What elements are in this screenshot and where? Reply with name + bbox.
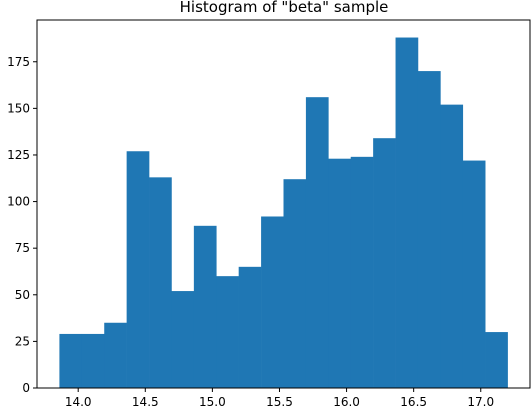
y-axis: 0 25 50 75 100 125 150 175 <box>7 55 37 395</box>
histogram-bar-14 <box>373 138 396 388</box>
y-tick-label-2: 50 <box>15 288 30 302</box>
x-axis: 14.0 14.5 15.0 15.5 16.0 16.5 17.0 <box>65 388 494 409</box>
y-tick-label-1: 25 <box>15 334 30 348</box>
histogram-bar-10 <box>284 179 307 388</box>
chart-title: Histogram of "beta" sample <box>180 0 389 16</box>
histogram-bar-16 <box>418 71 441 388</box>
histogram-bar-17 <box>440 105 463 388</box>
y-tick-label-3: 75 <box>15 241 30 255</box>
x-tick-label-6: 17.0 <box>467 395 494 409</box>
histogram-bar-3 <box>127 151 150 388</box>
y-tick-label-6: 150 <box>7 101 30 115</box>
histogram-bar-6 <box>194 226 217 388</box>
histogram-bar-1 <box>82 334 105 388</box>
histogram-bar-13 <box>351 157 374 388</box>
histogram-bar-15 <box>396 38 419 388</box>
histogram-bar-2 <box>104 323 127 388</box>
histogram-bar-4 <box>149 177 172 388</box>
histogram-bar-5 <box>171 291 194 388</box>
x-tick-label-2: 15.0 <box>199 395 226 409</box>
x-tick-label-3: 15.5 <box>266 395 293 409</box>
histogram-bar-0 <box>59 334 82 388</box>
y-tick-label-4: 100 <box>7 195 30 209</box>
histogram-bar-19 <box>485 332 508 388</box>
histogram-bar-11 <box>306 97 329 388</box>
histogram-bar-18 <box>463 161 486 388</box>
histogram-bar-9 <box>261 216 284 388</box>
y-tick-label-7: 175 <box>7 55 30 69</box>
y-tick-label-0: 0 <box>22 381 30 395</box>
y-tick-label-5: 125 <box>7 148 30 162</box>
x-tick-label-5: 16.5 <box>400 395 427 409</box>
x-tick-label-4: 16.0 <box>333 395 360 409</box>
histogram-bar-8 <box>239 267 262 388</box>
histogram-bar-7 <box>216 276 239 388</box>
x-tick-label-0: 14.0 <box>65 395 92 409</box>
bars-group <box>59 38 507 388</box>
histogram-bar-12 <box>328 159 351 388</box>
x-tick-label-1: 14.5 <box>132 395 159 409</box>
